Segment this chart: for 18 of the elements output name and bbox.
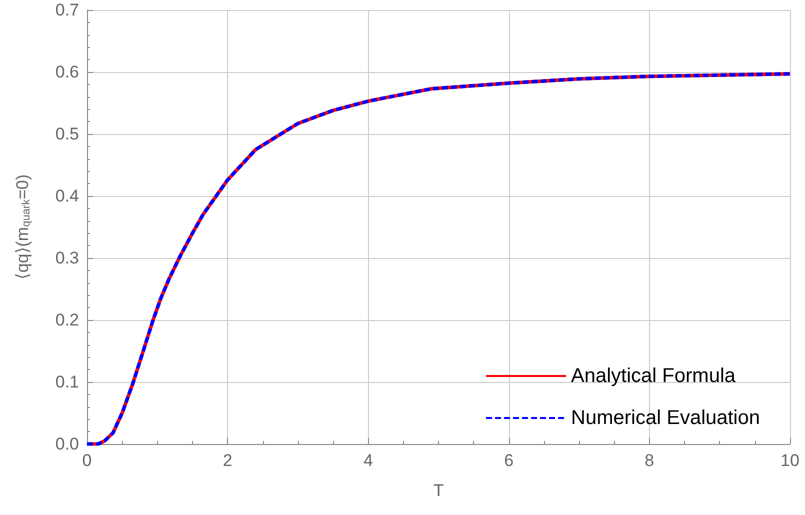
y-tick-label: 0.1: [55, 372, 79, 392]
y-tick-label: 0.7: [55, 0, 79, 20]
y-tick-label: 0.6: [55, 62, 79, 82]
y-tick-label: 0.3: [55, 248, 79, 268]
x-tick-label: 10: [780, 451, 800, 470]
y-tick-label: 0.5: [55, 124, 79, 144]
x-axis-title: T: [433, 481, 444, 500]
y-tick-label: 0.2: [55, 310, 79, 330]
y-tick-label: 0.0: [55, 434, 79, 454]
x-tick-label: 6: [504, 451, 514, 470]
x-tick-label: 0: [82, 451, 92, 470]
legend-label: Analytical Formula: [571, 365, 736, 387]
x-tick-label: 4: [363, 451, 373, 470]
legend-label: Numerical Evaluation: [571, 407, 760, 429]
x-tick-label: 2: [222, 451, 232, 470]
y-axis-title: ⟨qq⟩(mquark=0): [13, 174, 32, 280]
x-tick-label: 8: [644, 451, 654, 470]
y-tick-label: 0.4: [55, 186, 79, 206]
